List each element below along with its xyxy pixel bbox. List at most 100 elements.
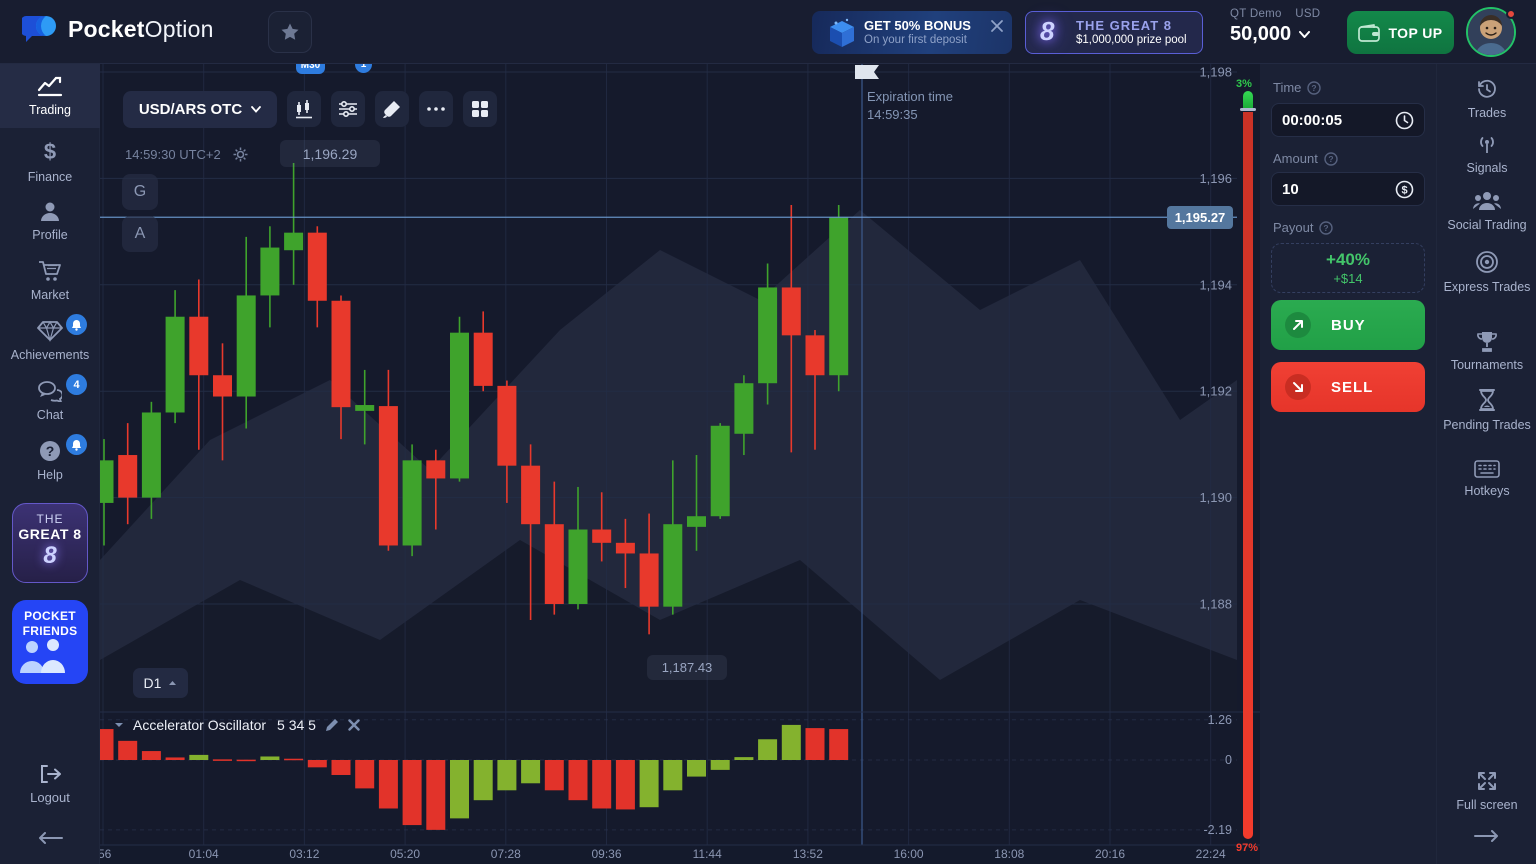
candle	[758, 287, 778, 384]
asset-pair-selector[interactable]: USD/ARS OTC	[123, 91, 277, 128]
sidebar-item-label: Chat	[36, 408, 64, 422]
right-sidebar: Trades Signals Social Trading	[1436, 64, 1536, 864]
candle	[307, 232, 327, 301]
tool-a-button[interactable]: A	[122, 216, 158, 252]
sidebar-item-label: Signals	[1466, 161, 1508, 175]
price-axis-label: 1,198	[1199, 65, 1232, 80]
candle	[734, 383, 754, 434]
fullscreen-button[interactable]: Full screen	[1437, 770, 1536, 813]
oscillator-bar	[141, 751, 161, 760]
oscillator-bar	[497, 760, 517, 791]
sidebar-item-tournaments[interactable]: Tournaments	[1437, 330, 1536, 373]
oscillator-bar	[307, 760, 327, 768]
dollar-circle-icon: $	[1395, 180, 1414, 198]
sidebar-item-trades[interactable]: Trades	[1437, 78, 1536, 121]
price-axis-label: 1,196	[1199, 171, 1232, 186]
sell-button[interactable]: SELL	[1271, 362, 1425, 412]
sell-label: SELL	[1331, 378, 1374, 396]
sidebar-item-label: Market	[30, 288, 70, 302]
sentiment-bar-up	[1243, 91, 1253, 108]
oscillator-bar	[378, 760, 398, 809]
sidebar-item-label: Social Trading	[1447, 218, 1527, 232]
gift-cube-icon	[820, 15, 858, 51]
oscillator-bar	[213, 759, 232, 761]
help-icon[interactable]: ?	[1307, 80, 1322, 95]
time-axis-label: 20:16	[1095, 847, 1125, 861]
sidebar-item-finance[interactable]: $ Finance	[0, 140, 100, 184]
help-icon[interactable]: ?	[1324, 151, 1338, 166]
expand-panel-button[interactable]	[1437, 830, 1536, 842]
oscillator-bar	[710, 760, 730, 770]
arrow-up-right-icon	[1285, 312, 1311, 338]
top-up-label: TOP UP	[1388, 24, 1443, 41]
top-up-button[interactable]: TOP UP	[1347, 11, 1454, 54]
oscillator-bar	[165, 757, 185, 760]
oscillator-bar	[450, 760, 469, 819]
help-icon[interactable]: ?	[1319, 220, 1334, 235]
sidebar-item-market[interactable]: Market	[0, 260, 100, 302]
great8-banner[interactable]: 8 THE GREAT 8 $1,000,000 prize pool	[1025, 11, 1203, 54]
svg-text:?: ?	[46, 443, 55, 459]
chat-icon	[38, 380, 62, 402]
close-icon[interactable]	[990, 19, 1004, 33]
drawing-tools-button[interactable]	[375, 91, 409, 127]
pencil-icon[interactable]	[325, 718, 339, 732]
time-axis-label: 01:04	[189, 847, 219, 861]
chevron-down-icon	[251, 106, 262, 113]
time-input[interactable]: 00:00:05	[1271, 103, 1425, 137]
great8-subtitle: $1,000,000 prize pool	[1076, 34, 1187, 46]
sidebar-item-hotkeys[interactable]: Hotkeys	[1437, 460, 1536, 499]
sidebar-item-chat[interactable]: 4 Chat	[0, 374, 100, 422]
notification-dot	[1506, 9, 1516, 19]
candle	[805, 335, 825, 376]
candle	[592, 529, 612, 543]
time-axis-bar	[100, 845, 1260, 864]
layout-grid-button[interactable]	[463, 91, 497, 127]
more-options-button[interactable]	[419, 91, 453, 127]
buy-label: BUY	[1331, 316, 1366, 334]
user-icon	[39, 200, 61, 222]
sidebar-item-express-trades[interactable]: Express Trades	[1437, 250, 1536, 295]
oscillator-bar	[687, 760, 706, 777]
payout-percent: +40%	[1326, 250, 1370, 269]
sidebar-item-help[interactable]: ? Help	[0, 434, 100, 482]
gear-icon[interactable]	[233, 147, 248, 162]
sidebar-item-label: Help	[37, 468, 63, 482]
chart-area[interactable]: :56 01:04 03:12 05:20 07:28 09:36 11:44 13:52 16…	[100, 56, 1260, 864]
logout-button[interactable]: Logout	[0, 764, 100, 805]
time-axis-label: 16:00	[894, 847, 924, 861]
sidebar-item-signals[interactable]: Signals	[1437, 133, 1536, 176]
oscillator-bar	[260, 756, 280, 760]
oscillator-bar	[331, 760, 351, 775]
pocket-friends-banner[interactable]: POCKET FRIENDS	[12, 600, 88, 684]
price-axis-label: 1,188	[1199, 597, 1232, 612]
tool-g-button[interactable]: G	[122, 174, 158, 210]
favorites-button[interactable]	[268, 11, 312, 53]
sidebar-item-trading[interactable]: Trading	[0, 64, 100, 128]
collapse-sidebar-button[interactable]	[0, 832, 100, 844]
sidebar-item-achievements[interactable]: Achievements	[0, 314, 100, 362]
candle	[521, 465, 541, 525]
oscillator-bar	[663, 760, 683, 791]
account-type: QT Demo	[1230, 8, 1282, 20]
amount-input[interactable]: 10 $	[1271, 172, 1425, 206]
payout-label: Payout	[1273, 220, 1314, 235]
arrow-down-right-icon	[1285, 374, 1311, 400]
indicators-button[interactable]	[331, 91, 365, 127]
oscillator-scale-label: 1.26	[1208, 713, 1232, 727]
oscillator-bar	[521, 760, 541, 784]
sidebar-item-profile[interactable]: Profile	[0, 200, 100, 242]
logo[interactable]: PocketOption	[22, 14, 214, 44]
sidebar-item-pending-trades[interactable]: Pending Trades	[1437, 388, 1536, 433]
oscillator-period-selector[interactable]: D1	[133, 668, 188, 698]
timeframe-button[interactable]	[287, 91, 321, 127]
chevron-down-icon[interactable]	[114, 722, 124, 728]
candle	[687, 516, 706, 527]
candle	[213, 375, 232, 397]
sidebar-item-social-trading[interactable]: Social Trading	[1437, 190, 1536, 233]
great8-promo-banner[interactable]: THE GREAT 8 8	[12, 503, 88, 583]
bonus-banner[interactable]: GET 50% BONUS On your first deposit	[812, 11, 1012, 54]
close-icon[interactable]	[348, 719, 360, 731]
balance-selector[interactable]: QT Demo USD 50,000	[1216, 8, 1334, 56]
buy-button[interactable]: BUY	[1271, 300, 1425, 350]
